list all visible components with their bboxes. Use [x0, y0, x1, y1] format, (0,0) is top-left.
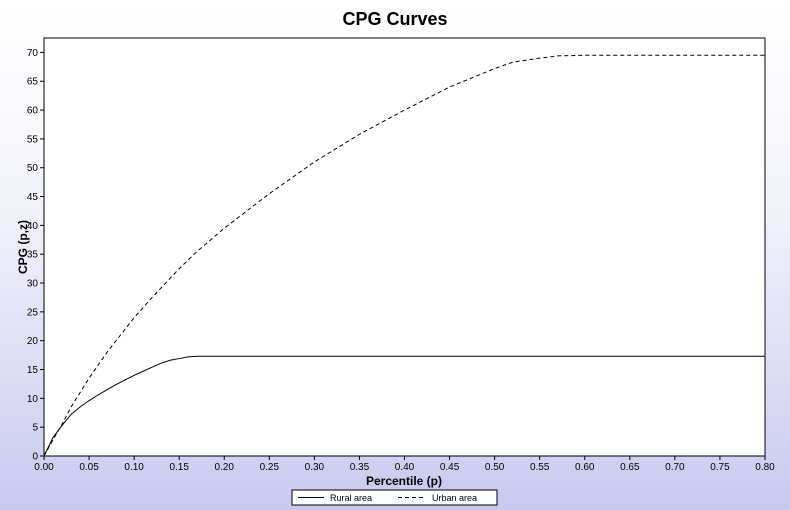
y-axis: 0 5 10 15 20 25 30 35 40 45 50 55 60 65 70 [27, 48, 44, 463]
x-tick-label: 0.20 [215, 462, 235, 473]
x-tick-label: 0.75 [710, 462, 730, 473]
x-tick-label: 0.60 [575, 462, 595, 473]
y-tick-label: 5 [32, 423, 38, 434]
x-tick-label: 0.10 [124, 462, 144, 473]
y-tick-label: 15 [27, 365, 39, 376]
series-layer [43, 54, 765, 457]
y-tick-label: 35 [27, 250, 39, 261]
y-tick-label: 25 [27, 307, 39, 318]
y-tick-label: 30 [27, 279, 39, 290]
y-tick-label: 60 [27, 106, 39, 117]
legend-box [291, 489, 498, 506]
y-tick-label: 65 [27, 77, 39, 88]
plot-area [43, 37, 766, 457]
x-tick-label: 0.30 [305, 462, 325, 473]
x-tick-label: 0.55 [530, 462, 550, 473]
x-tick-label: 0.65 [620, 462, 640, 473]
x-tick-label: 0.40 [395, 462, 415, 473]
y-tick-label: 70 [27, 48, 39, 59]
x-tick-label: 0.15 [169, 462, 189, 473]
x-tick-label: 0.25 [260, 462, 280, 473]
x-tick-label: 0.45 [440, 462, 460, 473]
y-tick-label: 45 [27, 192, 39, 203]
x-axis: 0.00 0.05 0.10 0.15 0.20 0.25 0.30 0.35 0.40 0.45… [34, 456, 775, 473]
x-tick-label: 0.05 [79, 462, 99, 473]
legend-label-urban: Urban area [432, 493, 477, 503]
x-tick-label: 0.70 [665, 462, 685, 473]
x-tick-label: 0.00 [34, 462, 54, 473]
y-tick-label: 55 [27, 134, 39, 145]
y-tick-label: 10 [27, 394, 39, 405]
y-tick-label: 0 [32, 452, 38, 463]
series-line-rural [43, 355, 765, 457]
y-tick-label: 40 [27, 221, 39, 232]
x-tick-label: 0.50 [485, 462, 505, 473]
legend-label-rural: Rural area [330, 493, 372, 503]
series-line-urban [43, 54, 765, 457]
y-tick-label: 50 [27, 163, 39, 174]
y-tick-label: 20 [27, 336, 39, 347]
y-axis-label: CPG (p,z) [16, 220, 30, 274]
x-axis-label: Percentile (p) [366, 474, 442, 488]
chart-title: CPG Curves [342, 9, 447, 29]
legend: Rural area Urban area [291, 489, 498, 506]
x-tick-label: 0.80 [755, 462, 775, 473]
x-tick-label: 0.35 [350, 462, 370, 473]
